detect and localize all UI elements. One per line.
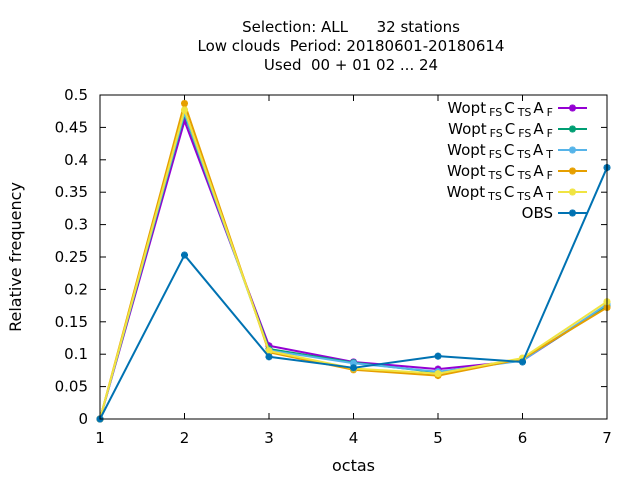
y-axis-label: Relative frequency (6, 182, 25, 332)
legend-text: OBS (522, 204, 553, 222)
y-tick-label: 0.2 (64, 280, 88, 298)
legend-label: Wopt FS C TS A T (447, 141, 553, 161)
legend-label: Wopt TS C TS A T (447, 183, 554, 203)
legend-subscript: FS (490, 127, 503, 140)
legend-subscript: T (545, 148, 553, 161)
y-tick-label: 0 (78, 410, 88, 428)
title-line-1: Selection: ALL 32 stations (242, 18, 460, 36)
legend-subscript: TS (516, 190, 531, 203)
data-point (181, 251, 188, 259)
legend-text: A (533, 120, 544, 138)
legend-subscript: T (545, 190, 553, 203)
legend-subscript: FS (489, 148, 502, 161)
legend-entry-1: Wopt FS C TS A F (448, 99, 587, 119)
x-axis: 1 2 3 4 5 6 7 (95, 95, 612, 447)
legend-text: Wopt (447, 141, 486, 159)
legend-text: Wopt (447, 183, 486, 201)
legend-text: C (504, 183, 514, 201)
legend-entry-5: Wopt TS C TS A T (447, 183, 587, 203)
y-tick-label: 0.15 (55, 313, 88, 331)
legend-marker (569, 209, 576, 217)
title-line-2: Low clouds Period: 20180601-20180614 (198, 37, 505, 55)
legend-subscript: TS (516, 148, 531, 161)
y-tick-label: 0.3 (64, 216, 88, 234)
x-tick-label: 5 (433, 429, 443, 447)
legend-label: Wopt FS C TS A F (448, 99, 553, 119)
y-axis: 0 0.05 0.1 0.15 0.2 0.25 0.3 0.35 0.4 0.45 0.5 (55, 86, 607, 428)
x-tick-label: 3 (264, 429, 274, 447)
x-tick-label: 7 (602, 429, 612, 447)
data-point (519, 358, 526, 366)
legend-text: Wopt (448, 120, 487, 138)
legend-text: C (504, 141, 514, 159)
legend-subscript: TS (487, 190, 502, 203)
legend-text: Wopt (447, 162, 486, 180)
y-tick-label: 0.05 (55, 378, 88, 396)
legend-marker (569, 167, 576, 175)
legend-text: A (533, 162, 544, 180)
legend-text: C (504, 99, 514, 117)
legend-entry-4: Wopt TS C TS A F (447, 162, 587, 182)
y-tick-label: 0.45 (55, 118, 88, 136)
legend-subscript: F (547, 106, 553, 119)
legend-text: C (505, 120, 515, 138)
legend-label: Wopt TS C TS A F (447, 162, 553, 182)
data-point (350, 364, 357, 372)
legend-marker (569, 188, 576, 196)
legend-marker (569, 125, 576, 133)
x-tick-label: 2 (180, 429, 190, 447)
legend-label: OBS (522, 204, 553, 222)
legend-label: Wopt FS C FS A F (448, 120, 553, 140)
legend-subscript: TS (517, 106, 532, 119)
legend-subscript: F (547, 169, 553, 182)
x-axis-label: octas (332, 456, 375, 475)
legend-text: A (533, 141, 544, 159)
legend-text: Wopt (448, 99, 487, 117)
series-group (96, 99, 611, 423)
x-tick-label: 4 (349, 429, 359, 447)
y-tick-label: 0.25 (55, 248, 88, 266)
x-tick-label: 1 (95, 429, 105, 447)
legend-text: C (504, 162, 514, 180)
legend-marker (569, 146, 576, 154)
data-point (434, 370, 442, 378)
legend-marker (569, 104, 576, 112)
data-point (181, 106, 188, 114)
series-6 (96, 164, 611, 423)
data-point (181, 99, 188, 107)
y-tick-label: 0.5 (64, 86, 88, 104)
legend-entry-3: Wopt FS C TS A T (447, 141, 587, 161)
legend-text: A (533, 183, 544, 201)
y-tick-label: 0.1 (64, 345, 88, 363)
legend-subscript: FS (518, 127, 531, 140)
data-point (265, 353, 273, 361)
legend-subscript: F (547, 127, 553, 140)
x-tick-label: 6 (518, 429, 528, 447)
y-tick-label: 0.35 (55, 183, 88, 201)
legend-entry-2: Wopt FS C FS A F (448, 120, 587, 140)
legend-text: A (533, 99, 544, 117)
data-point (434, 352, 442, 360)
y-tick-label: 0.4 (64, 151, 88, 169)
title-line-3: Used 00 + 01 02 ... 24 (264, 56, 438, 74)
legend-subscript: FS (489, 106, 502, 119)
plot-frame (99, 94, 608, 420)
legend-subscript: TS (517, 169, 532, 182)
legend-entry-6: OBS (522, 204, 587, 222)
legend-subscript: TS (488, 169, 503, 182)
